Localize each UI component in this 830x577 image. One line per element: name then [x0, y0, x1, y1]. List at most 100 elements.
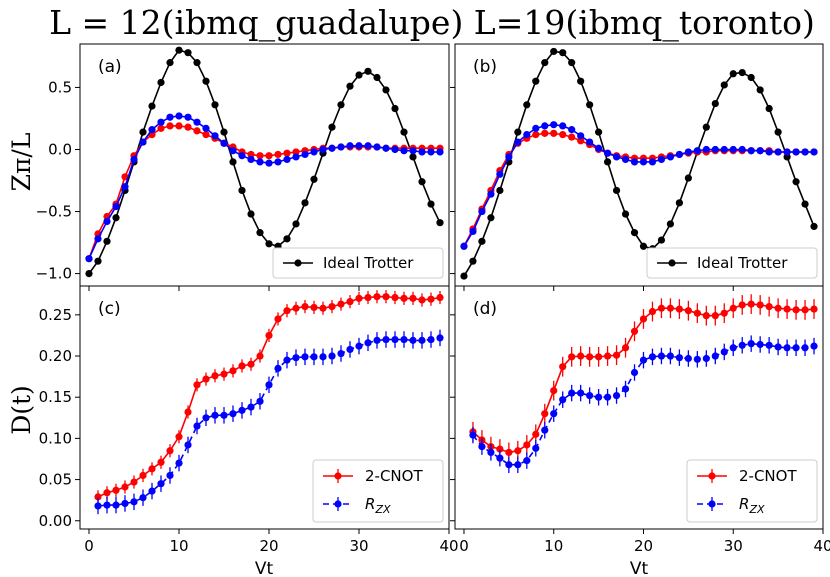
- data-point: [586, 101, 594, 109]
- legend-label-ideal: Ideal Trotter: [697, 254, 788, 272]
- data-point: [265, 331, 273, 340]
- data-point: [319, 353, 327, 361]
- legend-marker-rzx: [708, 500, 716, 508]
- data-point: [541, 129, 549, 137]
- legend-box: [646, 247, 818, 279]
- data-point: [283, 235, 291, 243]
- data-point: [792, 344, 800, 352]
- data-point: [523, 130, 531, 139]
- data-point: [256, 152, 264, 160]
- data-point: [238, 362, 246, 370]
- x-tick-label: 30: [724, 537, 743, 555]
- data-point: [166, 122, 174, 130]
- data-point: [559, 130, 567, 139]
- data-point: [568, 353, 576, 361]
- y-tick-label: 0.00: [39, 512, 72, 530]
- panel-label: (c): [98, 299, 121, 319]
- data-point: [801, 306, 809, 314]
- data-point: [487, 190, 495, 198]
- data-point: [283, 307, 291, 315]
- data-point: [328, 302, 336, 311]
- data-point: [121, 173, 129, 181]
- data-point: [238, 152, 246, 160]
- x-tick-label: 20: [259, 537, 278, 555]
- data-point: [514, 447, 522, 455]
- data-point: [409, 147, 417, 155]
- data-point: [765, 148, 773, 156]
- data-point: [702, 123, 710, 131]
- data-point: [274, 364, 282, 372]
- data-point: [211, 372, 219, 380]
- data-point: [711, 99, 719, 108]
- data-point: [94, 502, 102, 510]
- data-point: [684, 307, 692, 315]
- data-point: [756, 147, 764, 155]
- data-point: [274, 315, 282, 323]
- data-point: [577, 352, 585, 360]
- data-point: [220, 411, 228, 419]
- data-point: [364, 67, 372, 75]
- data-point: [166, 447, 174, 455]
- series-line-ideal-trotter: [88, 49, 441, 275]
- data-point: [247, 150, 255, 159]
- data-point: [621, 385, 630, 393]
- data-point: [103, 501, 111, 509]
- data-point: [523, 101, 531, 109]
- data-point: [202, 375, 210, 383]
- data-point: [229, 158, 237, 166]
- data-point: [532, 77, 540, 85]
- data-point: [355, 294, 363, 302]
- data-point: [391, 335, 399, 344]
- data-point: [346, 142, 354, 150]
- data-point: [364, 339, 372, 347]
- data-point: [391, 293, 399, 302]
- data-point: [292, 304, 300, 312]
- data-point: [612, 391, 621, 400]
- data-point: [328, 144, 336, 152]
- data-point: [184, 123, 192, 131]
- data-point: [702, 145, 710, 154]
- data-point: [328, 123, 336, 131]
- data-point: [487, 448, 495, 456]
- data-point: [292, 220, 300, 228]
- data-point: [738, 68, 746, 77]
- data-point: [729, 344, 737, 352]
- data-point: [148, 126, 156, 134]
- data-point: [355, 71, 363, 79]
- data-point: [657, 236, 666, 244]
- data-point: [630, 229, 639, 237]
- data-point: [577, 137, 585, 145]
- data-point: [478, 237, 486, 245]
- data-point: [85, 255, 93, 263]
- data-point: [783, 153, 791, 161]
- data-point: [747, 147, 755, 155]
- data-point: [337, 143, 345, 151]
- data-point: [391, 104, 399, 113]
- y-tick-label: 0.15: [39, 388, 72, 406]
- panel-label: (d): [473, 299, 497, 319]
- data-point: [175, 122, 183, 130]
- data-point: [346, 298, 354, 306]
- x-tick-label: 0: [84, 537, 94, 555]
- data-point: [283, 149, 291, 157]
- data-point: [810, 222, 818, 231]
- data-point: [130, 155, 138, 164]
- legend-label-cnot: 2-CNOT: [739, 467, 797, 485]
- data-point: [382, 86, 390, 94]
- data-point: [621, 210, 630, 218]
- panel-label: (a): [98, 57, 122, 77]
- data-point: [139, 128, 147, 136]
- x-tick-label: 40: [439, 537, 458, 555]
- data-point: [577, 132, 585, 140]
- data-point: [487, 214, 495, 222]
- data-point: [747, 73, 755, 82]
- data-point: [738, 341, 746, 349]
- x-tick-label: 20: [634, 537, 653, 555]
- data-point: [382, 144, 390, 152]
- data-point: [657, 352, 666, 360]
- x-axis-label-right: Vt: [630, 559, 649, 577]
- data-point: [684, 174, 692, 182]
- data-point: [436, 219, 444, 227]
